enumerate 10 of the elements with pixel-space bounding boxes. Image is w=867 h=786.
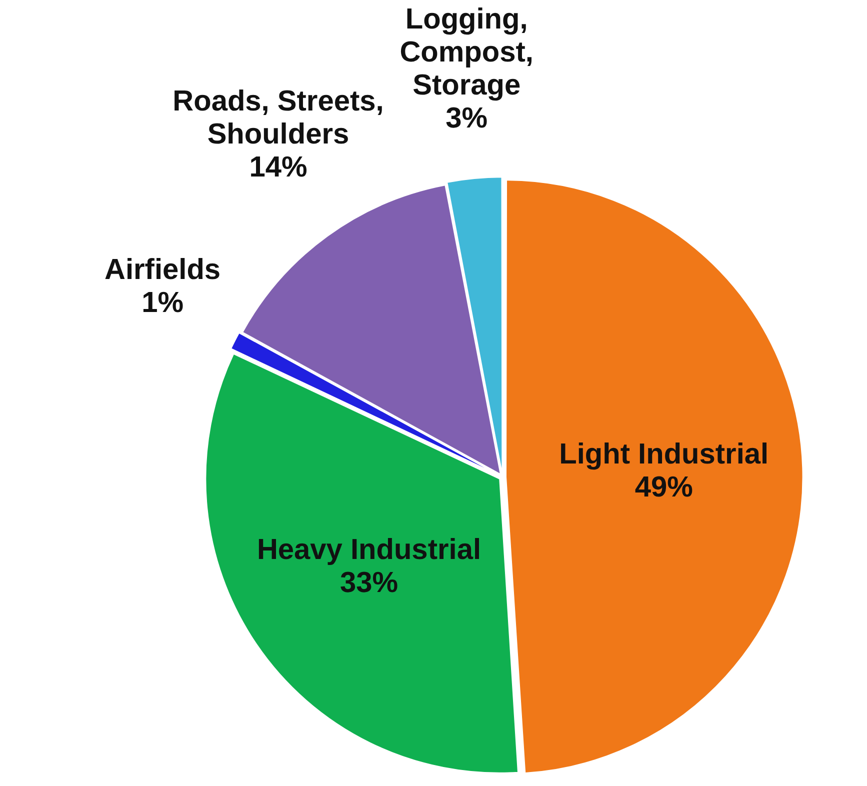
slice-label: Airfields — [104, 254, 221, 286]
data-label: 49% — [634, 471, 694, 504]
data-label: 33% — [340, 567, 398, 600]
slice-label: Light Industrial — [559, 438, 769, 470]
slice-label: Logging, Compost, Storage — [400, 4, 534, 102]
slice-label: Roads, Streets, Shoulders — [172, 85, 384, 150]
data-label: 3% — [446, 102, 488, 134]
data-label: 14% — [249, 151, 308, 184]
data-label: 1% — [142, 286, 184, 319]
slice-label: Heavy Industrial — [256, 534, 482, 566]
